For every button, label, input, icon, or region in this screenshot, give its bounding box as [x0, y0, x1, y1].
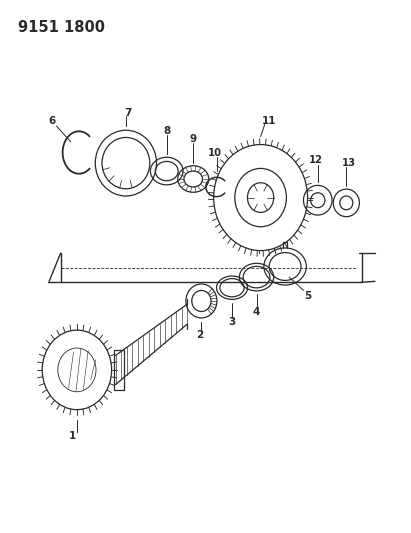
Text: 11: 11: [261, 116, 276, 126]
Text: 2: 2: [196, 330, 203, 341]
Text: 1: 1: [69, 431, 76, 441]
Text: 9: 9: [190, 134, 197, 144]
Text: 6: 6: [49, 116, 56, 126]
Text: 7: 7: [124, 108, 132, 118]
Bar: [114, 350, 124, 390]
Text: 13: 13: [342, 158, 356, 168]
Text: 12: 12: [309, 156, 323, 165]
Text: 4: 4: [253, 306, 260, 317]
Text: 8: 8: [163, 126, 170, 136]
Text: 10: 10: [208, 148, 222, 158]
Text: 5: 5: [304, 290, 311, 301]
Text: 3: 3: [229, 317, 236, 327]
Text: 9151 1800: 9151 1800: [18, 20, 105, 35]
